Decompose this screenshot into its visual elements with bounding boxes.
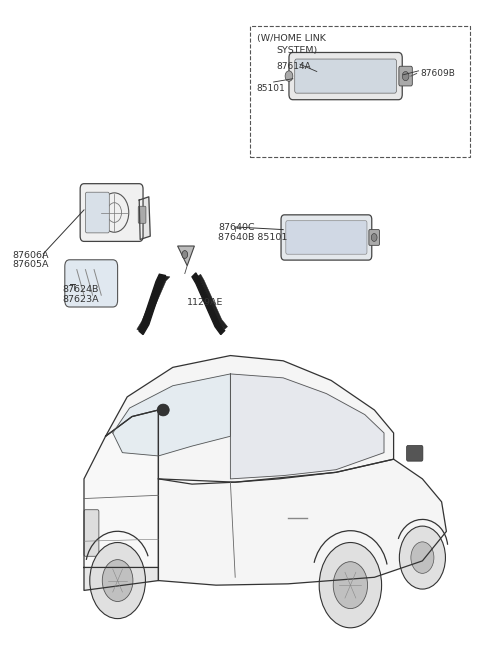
Circle shape xyxy=(182,251,188,258)
Polygon shape xyxy=(84,410,158,567)
Circle shape xyxy=(90,543,145,619)
FancyBboxPatch shape xyxy=(85,192,109,233)
FancyBboxPatch shape xyxy=(138,206,146,223)
Polygon shape xyxy=(84,567,158,590)
FancyBboxPatch shape xyxy=(295,59,396,93)
Circle shape xyxy=(399,526,445,589)
Polygon shape xyxy=(137,276,170,331)
Text: (W/HOME LINK: (W/HOME LINK xyxy=(257,34,325,43)
Circle shape xyxy=(285,71,293,81)
Bar xyxy=(250,26,470,157)
Polygon shape xyxy=(192,273,225,335)
Circle shape xyxy=(402,72,409,81)
FancyBboxPatch shape xyxy=(407,445,423,461)
Circle shape xyxy=(411,542,434,573)
Text: 87606A: 87606A xyxy=(12,251,48,260)
Text: 87605A: 87605A xyxy=(12,260,48,269)
Polygon shape xyxy=(158,459,446,585)
FancyBboxPatch shape xyxy=(65,260,118,307)
Polygon shape xyxy=(139,197,150,239)
Text: 87640B 85101: 87640B 85101 xyxy=(218,233,288,242)
Circle shape xyxy=(319,543,382,628)
Text: 1129AE: 1129AE xyxy=(187,298,224,308)
Text: 87624B: 87624B xyxy=(62,285,99,295)
Polygon shape xyxy=(113,374,230,456)
FancyBboxPatch shape xyxy=(289,52,402,100)
Circle shape xyxy=(333,562,368,609)
Text: 87609B: 87609B xyxy=(420,69,455,78)
Ellipse shape xyxy=(157,404,169,416)
FancyBboxPatch shape xyxy=(281,215,372,260)
Polygon shape xyxy=(106,356,394,484)
Polygon shape xyxy=(197,274,228,329)
Polygon shape xyxy=(178,246,194,266)
Text: 87640C: 87640C xyxy=(218,223,255,232)
Text: 87623A: 87623A xyxy=(62,295,99,304)
FancyBboxPatch shape xyxy=(369,230,380,245)
Polygon shape xyxy=(139,274,166,335)
Bar xyxy=(103,569,132,585)
FancyBboxPatch shape xyxy=(286,220,367,254)
Text: 87614A: 87614A xyxy=(276,62,311,71)
Text: 85101: 85101 xyxy=(257,84,286,93)
Circle shape xyxy=(372,234,377,241)
Circle shape xyxy=(102,560,133,602)
FancyBboxPatch shape xyxy=(80,184,143,241)
FancyBboxPatch shape xyxy=(399,66,412,86)
Text: SYSTEM): SYSTEM) xyxy=(276,46,317,55)
FancyBboxPatch shape xyxy=(84,510,99,556)
Polygon shape xyxy=(230,374,384,479)
